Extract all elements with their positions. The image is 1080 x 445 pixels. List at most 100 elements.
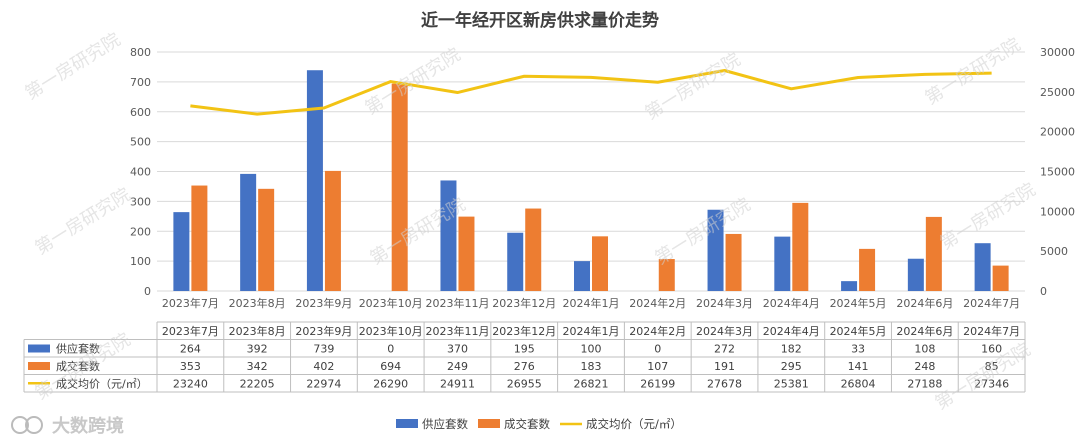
watermark: 第一房研究院 [937, 179, 1040, 254]
gridlines [157, 51, 1025, 292]
chart-legend: 供应套数 成交套数 成交均价（元/㎡） [396, 417, 682, 431]
table-value-cell: 85 [985, 360, 999, 373]
bar-deal [391, 83, 408, 291]
legend-label-price: 成交均价（元/㎡） [586, 417, 682, 431]
bar-deal [258, 188, 275, 291]
table-header-cell: 2024年1月 [563, 324, 620, 338]
table-value-cell: 370 [447, 343, 468, 356]
logo-icon [11, 416, 29, 434]
watermark: 第一房研究院 [642, 49, 745, 124]
table-value-cell: 141 [848, 360, 869, 373]
bar-supply [240, 173, 257, 291]
table-row-label: 成交均价（元/㎡） [56, 377, 148, 391]
x-tick-label: 2023年11月 [425, 296, 489, 310]
table-value-cell: 295 [781, 360, 802, 373]
right-tick-label: 20000 [1040, 126, 1075, 139]
left-tick-label: 0 [144, 285, 151, 298]
left-tick-label: 600 [130, 106, 151, 119]
table-value-cell: 276 [514, 360, 535, 373]
left-tick-label: 100 [130, 255, 151, 268]
table-value-cell: 23240 [173, 378, 208, 391]
bar-supply [974, 243, 991, 291]
right-axis-ticks: 0 5000 10000 15000 20000 25000 30000 [1040, 46, 1075, 298]
price-line-series [190, 68, 992, 116]
bar-supply [440, 180, 457, 291]
table-header-cell: 2023年10月 [359, 324, 423, 338]
table-header-cell: 2023年8月 [229, 324, 286, 338]
table-header-cell: 2024年6月 [896, 324, 953, 338]
bar-supply [306, 70, 323, 291]
table-value-cell: 694 [380, 360, 401, 373]
table-value-cell: 0 [654, 343, 661, 356]
x-tick-label: 2024年1月 [563, 296, 620, 310]
watermark: 第一房研究院 [22, 29, 125, 104]
table-header-cell: 2023年7月 [162, 324, 219, 338]
left-tick-label: 500 [130, 136, 151, 149]
table-header-cell: 2024年5月 [830, 324, 887, 338]
right-tick-label: 30000 [1040, 46, 1075, 59]
x-tick-label: 2024年4月 [763, 296, 820, 310]
bar-deal [992, 265, 1009, 291]
table-value-cell: 26199 [640, 378, 675, 391]
table-value-cell: 22974 [306, 378, 341, 391]
x-axis-labels: 2023年7月 2023年8月 2023年9月 2023年10月 2023年11月 202… [162, 296, 1020, 310]
table-row-label: 供应套数 [56, 342, 100, 356]
right-tick-label: 25000 [1040, 86, 1075, 99]
table-value-cell: 108 [914, 343, 935, 356]
bar-deal [859, 248, 876, 291]
left-tick-label: 400 [130, 166, 151, 179]
table-value-cell: 272 [714, 343, 735, 356]
legend-label-supply: 供应套数 [422, 417, 468, 431]
x-tick-label: 2024年3月 [696, 296, 753, 310]
price-line [190, 68, 992, 116]
bar-deal [792, 202, 809, 291]
table-header-cell: 2024年3月 [696, 324, 753, 338]
bar-deal [324, 170, 341, 291]
table-header-cell: 2024年4月 [763, 324, 820, 338]
table-header-cell: 2023年11月 [425, 324, 489, 338]
right-tick-label: 0 [1040, 285, 1047, 298]
table-value-cell: 27346 [974, 378, 1009, 391]
bar-supply [173, 212, 190, 291]
table-value-cell: 160 [981, 343, 1002, 356]
table-value-cell: 739 [313, 343, 334, 356]
table-value-cell: 26804 [841, 378, 876, 391]
table-value-cell: 27678 [707, 378, 742, 391]
bar-deal [725, 233, 742, 291]
x-tick-label: 2023年9月 [295, 296, 352, 310]
table-value-cell: 353 [180, 360, 201, 373]
table-value-cell: 107 [647, 360, 668, 373]
logo-icon-2 [25, 416, 43, 434]
left-tick-label: 200 [130, 225, 151, 238]
chart-title: 近一年经开区新房供求量价走势 [421, 10, 659, 31]
bar-supply [574, 261, 590, 291]
right-tick-label: 5000 [1040, 245, 1068, 258]
table-value-cell: 26955 [507, 378, 542, 391]
bar-supply [507, 232, 524, 291]
left-tick-label: 300 [130, 195, 151, 208]
table-value-cell: 249 [447, 360, 468, 373]
data-table: 2023年7月 2023年8月 2023年9月 2023年10月 2023年11月 202… [23, 321, 1026, 393]
x-tick-label: 2023年10月 [359, 296, 423, 310]
table-header-cell: 2024年7月 [963, 324, 1020, 338]
table-value-cell: 33 [851, 343, 865, 356]
bar-supply [774, 236, 791, 291]
legend-swatch-supply [396, 419, 418, 428]
table-header-cell: 2024年2月 [629, 324, 686, 338]
x-tick-label: 2024年5月 [830, 296, 887, 310]
table-value-cell: 22205 [240, 378, 275, 391]
bar-supply [707, 209, 724, 291]
table-value-cell: 183 [581, 360, 602, 373]
table-value-cell: 342 [247, 360, 268, 373]
table-value-cell: 26821 [574, 378, 609, 391]
source-logo: 大数跨境 [11, 415, 124, 437]
right-tick-label: 10000 [1040, 205, 1075, 218]
table-row-label: 成交套数 [56, 359, 100, 373]
table-value-cell: 392 [247, 343, 268, 356]
bar-deal [191, 185, 208, 291]
table-value-cell: 100 [581, 343, 602, 356]
watermark: 第一房研究院 [922, 34, 1025, 109]
x-tick-label: 2024年6月 [896, 296, 953, 310]
